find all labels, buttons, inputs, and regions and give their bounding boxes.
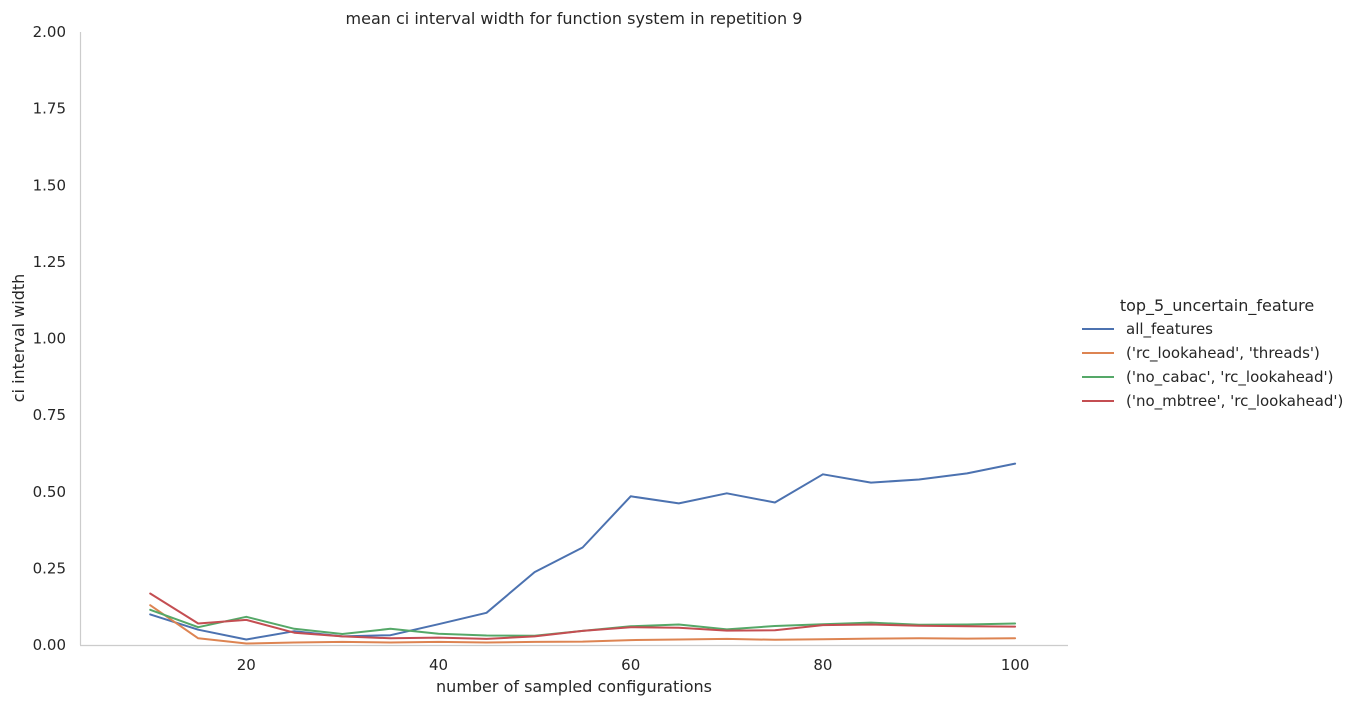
legend-label: ('no_mbtree', 'rc_lookahead') <box>1126 392 1343 411</box>
series-line <box>149 604 1017 645</box>
y-tick-label: 1.00 <box>33 330 66 348</box>
y-tick-labels: 0.00 0.25 0.50 0.75 1.00 1.25 1.50 1.75 2.00 <box>33 23 66 654</box>
series-lines <box>149 462 1017 645</box>
chart-title: mean ci interval width for function syst… <box>346 9 803 28</box>
y-tick-label: 2.00 <box>33 23 66 41</box>
legend: top_5_uncertain_feature all_features ('rc… <box>1082 296 1343 411</box>
y-tick-label: 0.25 <box>33 559 66 577</box>
legend-label: all_features <box>1126 320 1213 339</box>
x-tick-label: 20 <box>237 656 256 674</box>
x-tick-label: 60 <box>621 656 640 674</box>
series-line <box>149 462 1017 641</box>
y-tick-label: 0.00 <box>33 636 66 654</box>
legend-items: all_features ('rc_lookahead', 'threads') (… <box>1082 320 1343 411</box>
y-tick-label: 0.75 <box>33 406 66 424</box>
y-tick-label: 1.50 <box>33 176 66 194</box>
series-line <box>149 592 1017 640</box>
y-tick-label: 0.50 <box>33 483 66 501</box>
y-tick-label: 1.25 <box>33 253 66 271</box>
legend-label: ('no_cabac', 'rc_lookahead') <box>1126 368 1334 387</box>
y-axis-title: ci interval width <box>9 274 28 403</box>
y-tick-label: 1.75 <box>33 100 66 118</box>
x-tick-label: 40 <box>429 656 448 674</box>
x-tick-label: 100 <box>1001 656 1030 674</box>
legend-title: top_5_uncertain_feature <box>1120 296 1314 316</box>
x-tick-labels: 20 40 60 80 100 <box>237 656 1030 674</box>
x-axis-title: number of sampled configurations <box>436 677 712 696</box>
legend-label: ('rc_lookahead', 'threads') <box>1126 344 1320 363</box>
x-tick-label: 80 <box>813 656 832 674</box>
